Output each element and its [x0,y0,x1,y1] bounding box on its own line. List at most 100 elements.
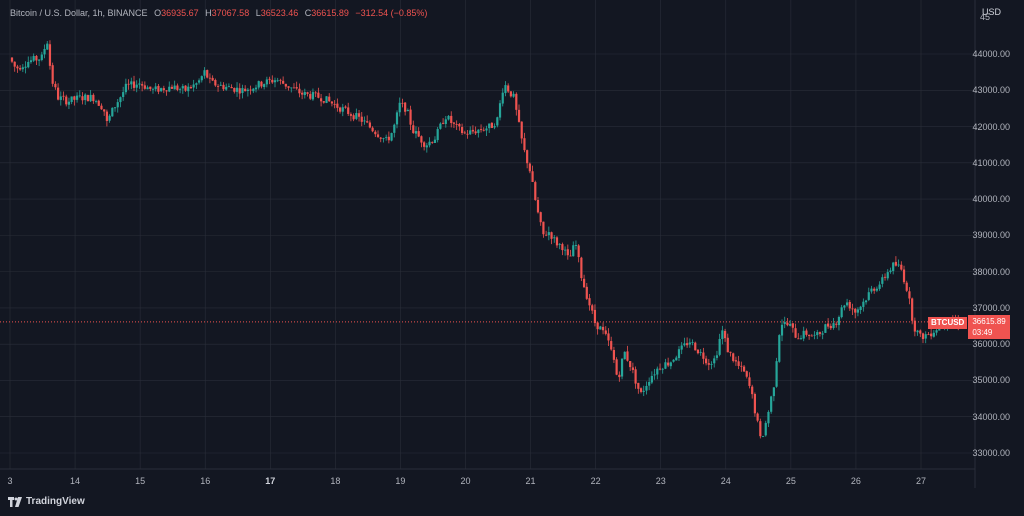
candle-up[interactable] [40,54,43,60]
candle-down[interactable] [555,237,559,246]
candle-down[interactable] [328,96,331,102]
candle-down[interactable] [360,116,363,122]
candle-up[interactable] [821,333,824,335]
candle-up[interactable] [623,351,626,360]
candle-up[interactable] [669,362,672,367]
candle-down[interactable] [593,309,597,323]
candle-down[interactable] [732,353,735,361]
candle-up[interactable] [235,87,239,92]
candle-down[interactable] [244,88,247,92]
candle-up[interactable] [493,126,496,128]
candle-down[interactable] [474,131,477,134]
candle-down[interactable] [808,334,811,336]
candle-down[interactable] [105,111,108,122]
candle-down[interactable] [818,332,822,334]
candle-down[interactable] [86,95,90,102]
candle-down[interactable] [748,377,751,386]
symbol-description[interactable]: Bitcoin / U.S. Dollar, 1h, BINANCE [10,8,148,18]
candle-down[interactable] [51,65,54,84]
candle-up[interactable] [713,358,716,364]
candle-down[interactable] [791,323,794,328]
candle-down[interactable] [222,84,225,90]
candle-up[interactable] [864,300,868,303]
candle-up[interactable] [547,232,550,236]
candle-down[interactable] [805,330,808,335]
candle-down[interactable] [143,85,146,89]
candle-up[interactable] [650,375,653,383]
candle-up[interactable] [363,120,366,122]
candle-up[interactable] [558,243,561,245]
candle-up[interactable] [67,101,71,105]
candle-down[interactable] [450,115,453,124]
candle-up[interactable] [599,326,602,330]
candle-down[interactable] [520,121,523,139]
candle-up[interactable] [414,131,418,134]
candle-up[interactable] [845,302,849,306]
candle-down[interactable] [618,374,621,378]
candle-up[interactable] [433,139,437,143]
candle-up[interactable] [151,88,155,90]
candle-down[interactable] [344,106,347,108]
candle-up[interactable] [870,288,873,292]
candle-up[interactable] [772,387,775,397]
candle-up[interactable] [46,43,49,50]
candle-down[interactable] [162,88,165,91]
candle-down[interactable] [634,369,637,384]
candle-down[interactable] [330,101,334,104]
candle-down[interactable] [561,244,564,251]
candle-up[interactable] [78,95,81,97]
candle-down[interactable] [507,85,510,92]
candle-up[interactable] [778,335,781,362]
candle-down[interactable] [170,86,174,89]
candle-down[interactable] [848,302,851,309]
candle-up[interactable] [138,83,141,85]
candle-down[interactable] [908,291,911,299]
candle-down[interactable] [463,132,466,134]
candle-down[interactable] [686,343,689,346]
candle-down[interactable] [141,84,144,86]
candle-up[interactable] [393,124,396,133]
candle-down[interactable] [56,87,60,100]
candle-up[interactable] [840,307,843,318]
candle-down[interactable] [417,131,420,137]
candle-down[interactable] [54,83,57,88]
candle-up[interactable] [488,123,491,129]
candle-down[interactable] [127,83,130,85]
candle-up[interactable] [620,358,624,377]
candle-down[interactable] [81,96,84,101]
candle-down[interactable] [357,113,361,117]
candle-up[interactable] [832,323,835,328]
candle-up[interactable] [425,145,428,148]
candle-up[interactable] [572,245,575,257]
candle-down[interactable] [591,305,594,311]
candle-up[interactable] [648,381,651,386]
candle-down[interactable] [873,288,876,291]
candle-up[interactable] [246,89,249,91]
candle-up[interactable] [187,86,190,92]
candle-down[interactable] [211,77,214,81]
candle-down[interactable] [604,330,607,334]
candle-down[interactable] [577,245,580,258]
candle-down[interactable] [539,212,542,223]
candle-up[interactable] [303,92,306,96]
candle-down[interactable] [322,101,325,103]
candle-up[interactable] [197,80,201,83]
candle-up[interactable] [859,306,862,311]
candle-down[interactable] [352,115,355,120]
candle-down[interactable] [490,122,494,128]
candle-up[interactable] [146,87,149,90]
candle-up[interactable] [889,270,892,273]
candle-down[interactable] [569,255,572,257]
candle-up[interactable] [89,94,92,102]
candle-down[interactable] [883,276,887,278]
candle-down[interactable] [48,44,52,66]
candle-down[interactable] [271,79,274,83]
candle-up[interactable] [718,338,721,355]
candle-up[interactable] [837,316,841,326]
candle-down[interactable] [734,360,738,362]
candle-down[interactable] [482,129,485,131]
candle-down[interactable] [65,96,68,105]
candle-down[interactable] [431,142,434,143]
candle-down[interactable] [737,361,740,366]
candle-down[interactable] [157,85,160,92]
